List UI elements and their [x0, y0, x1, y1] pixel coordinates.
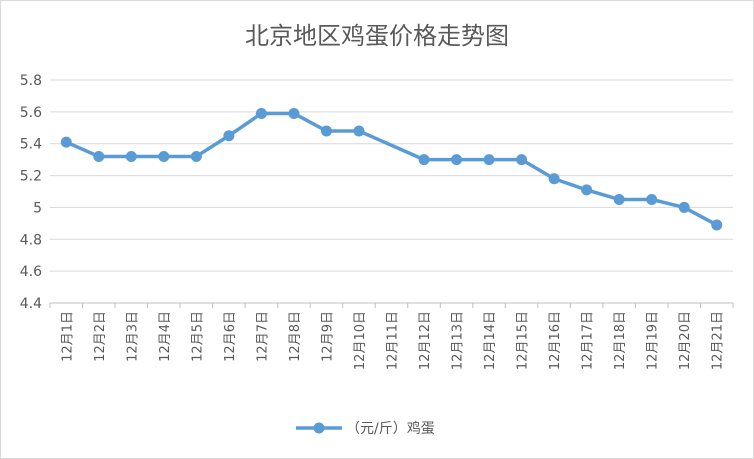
data-point: [418, 154, 430, 166]
x-tick-label: 12月16日: [548, 311, 563, 370]
data-point: [255, 107, 267, 119]
data-point: [581, 184, 593, 196]
x-tick-label: 12月1日: [60, 311, 75, 362]
y-tick-label: 5: [33, 200, 42, 216]
data-point: [288, 107, 300, 119]
series-egg-price: [60, 107, 723, 231]
data-point: [223, 130, 235, 142]
data-point: [353, 125, 365, 137]
data-point: [483, 154, 495, 166]
y-tick-label: 5.4: [20, 137, 42, 153]
x-tick-label: 12月10日: [353, 311, 368, 370]
legend: （元/斤）鸡蛋: [296, 420, 435, 437]
grid-lines: [50, 79, 733, 304]
data-point: [60, 136, 72, 148]
y-tick-label: 4.4: [20, 296, 42, 312]
y-tick-label: 5.2: [20, 169, 42, 185]
y-tick-label: 5.8: [20, 73, 42, 89]
data-point: [93, 150, 105, 162]
x-tick-label: 12月11日: [386, 311, 401, 370]
x-tick-label: 12月4日: [158, 311, 173, 362]
data-point: [158, 150, 170, 162]
x-tick-label: 12月7日: [255, 311, 270, 362]
x-tick-label: 12月21日: [711, 311, 726, 370]
data-point: [451, 154, 463, 166]
x-tick-label: 12月14日: [483, 311, 498, 370]
data-point: [516, 154, 528, 166]
x-tick-label: 12月17日: [581, 311, 596, 370]
x-tick-label: 12月5日: [190, 311, 205, 362]
series-line: [65, 111, 718, 227]
x-tick-label: 12月19日: [646, 311, 661, 370]
x-tick-label: 12月18日: [613, 311, 628, 370]
x-axis: [49, 302, 734, 308]
x-tick-label: 12月20日: [678, 311, 693, 370]
data-point: [320, 125, 332, 137]
x-axis-tick-labels: 12月1日 12月2日 12月3日 12月4日 12月5日 12月6日 12月7日 12月8日…: [60, 311, 725, 370]
y-tick-label: 4.6: [20, 264, 42, 280]
chart-title: 北京地区鸡蛋价格走势图: [245, 22, 509, 50]
data-point: [125, 150, 137, 162]
x-tick-label: 12月13日: [451, 311, 466, 370]
x-tick-label: 12月8日: [288, 311, 303, 362]
x-tick-label: 12月2日: [93, 311, 108, 362]
y-axis-tick-labels: 4.4 4.6 4.8 5 5.2 5.4 5.6 5.8: [20, 73, 42, 312]
x-tick-label: 12月15日: [516, 311, 531, 370]
x-tick-label: 12月3日: [125, 311, 140, 362]
data-point: [613, 193, 625, 205]
y-tick-label: 5.6: [20, 105, 42, 121]
data-point: [646, 193, 658, 205]
data-point: [678, 201, 690, 213]
x-tick-label: 12月9日: [320, 311, 335, 362]
legend-label: （元/斤）鸡蛋: [346, 420, 435, 437]
legend-marker-swatch: [313, 422, 325, 434]
data-point: [548, 173, 560, 185]
x-tick-label: 12月6日: [223, 311, 238, 362]
x-tick-label: 12月12日: [418, 311, 433, 370]
y-tick-label: 4.8: [20, 232, 42, 248]
data-point: [190, 150, 202, 162]
data-point: [711, 219, 723, 231]
